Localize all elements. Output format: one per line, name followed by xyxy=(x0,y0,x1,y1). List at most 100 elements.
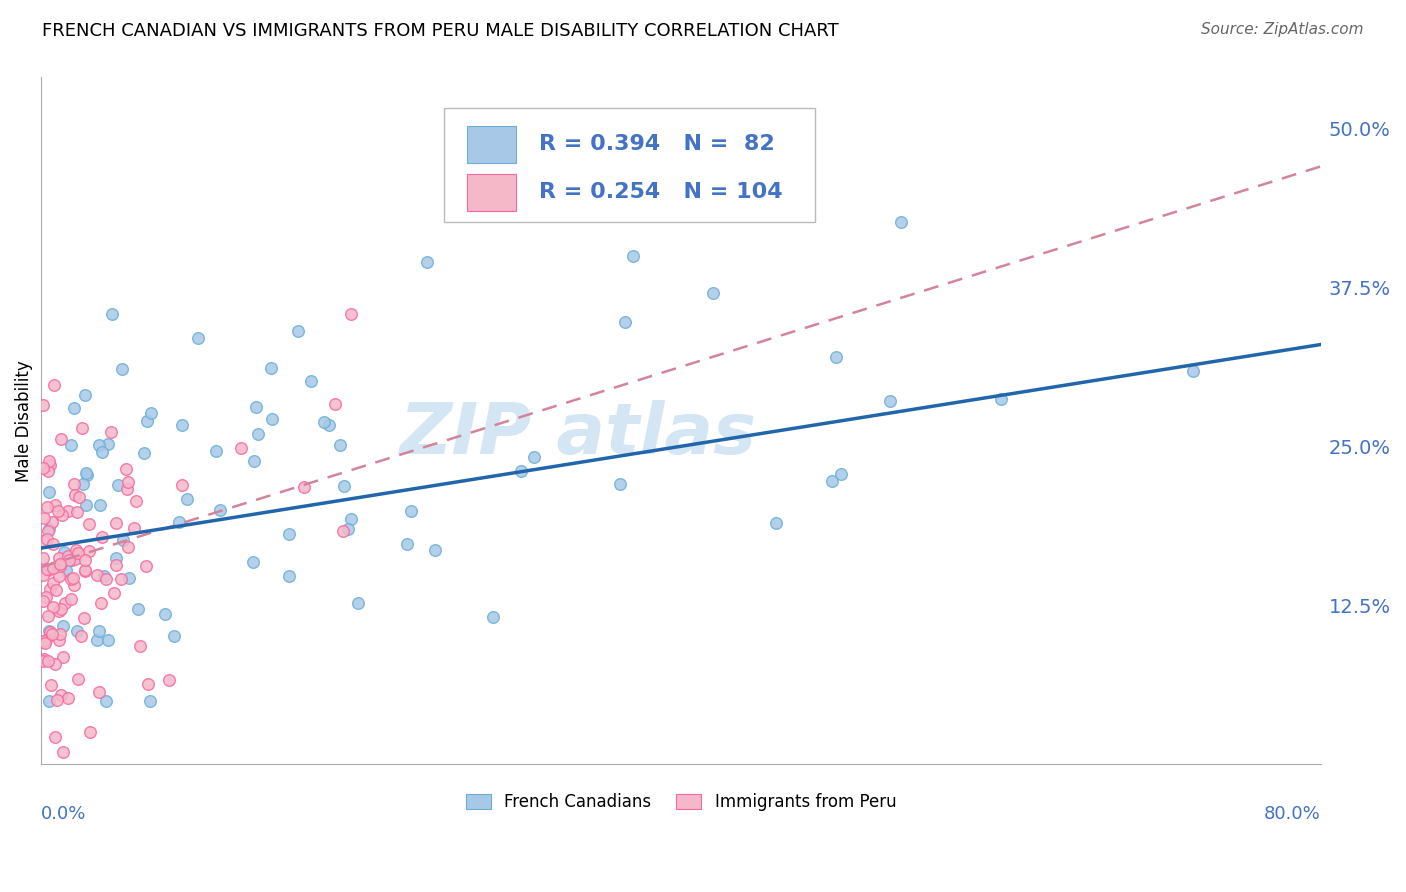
Point xyxy=(49,602,72,616)
Point xyxy=(127,602,149,616)
Point xyxy=(39,678,62,692)
Text: ZIP atlas: ZIP atlas xyxy=(401,401,758,469)
Point xyxy=(39,582,62,596)
Point xyxy=(49,626,72,640)
Point xyxy=(325,397,347,411)
Point xyxy=(765,516,787,530)
Point xyxy=(481,610,503,624)
Text: R = 0.394   N =  82: R = 0.394 N = 82 xyxy=(538,135,775,154)
Point xyxy=(56,504,79,518)
Point xyxy=(117,475,139,489)
Point xyxy=(79,517,101,532)
Point xyxy=(70,421,93,435)
Point xyxy=(75,466,97,480)
Point xyxy=(621,249,644,263)
Point xyxy=(609,477,631,491)
Point xyxy=(46,504,69,518)
Point xyxy=(94,572,117,586)
Point xyxy=(246,427,269,442)
Point xyxy=(510,464,533,478)
Point xyxy=(118,571,141,585)
Text: Source: ZipAtlas.com: Source: ZipAtlas.com xyxy=(1201,22,1364,37)
Point xyxy=(34,636,56,650)
Point xyxy=(243,454,266,468)
Point xyxy=(35,562,58,576)
Point xyxy=(48,551,70,566)
Point xyxy=(39,624,62,639)
Point xyxy=(70,630,93,644)
Bar xyxy=(467,174,516,211)
Point xyxy=(53,596,76,610)
Point xyxy=(73,610,96,624)
Point xyxy=(51,432,73,446)
Point xyxy=(79,544,101,558)
Point xyxy=(73,565,96,579)
Point xyxy=(35,632,58,647)
Text: FRENCH CANADIAN VS IMMIGRANTS FROM PERU MALE DISABILITY CORRELATION CHART: FRENCH CANADIAN VS IMMIGRANTS FROM PERU … xyxy=(42,22,839,40)
Point xyxy=(277,569,299,583)
Point xyxy=(32,398,55,412)
Point xyxy=(67,546,90,560)
Point xyxy=(38,694,60,708)
Point xyxy=(340,307,363,321)
Point xyxy=(73,388,96,402)
Point xyxy=(170,478,193,492)
Point xyxy=(42,561,65,575)
Point xyxy=(890,214,912,228)
Point xyxy=(52,619,75,633)
Point xyxy=(115,462,138,476)
Point xyxy=(63,488,86,502)
Point xyxy=(48,633,70,648)
Point xyxy=(32,633,55,648)
Point xyxy=(37,464,59,478)
Point xyxy=(278,527,301,541)
Point xyxy=(53,545,76,559)
Point xyxy=(73,563,96,577)
Point xyxy=(110,573,132,587)
Point xyxy=(32,533,55,548)
Point xyxy=(37,608,59,623)
Point xyxy=(51,688,73,702)
Point xyxy=(46,693,69,707)
Point xyxy=(32,551,55,566)
Point xyxy=(821,475,844,489)
Point xyxy=(63,551,86,566)
Point xyxy=(44,657,66,671)
Point xyxy=(124,521,146,535)
Point xyxy=(41,515,63,529)
Point xyxy=(63,477,86,491)
Point xyxy=(332,524,354,538)
Point xyxy=(32,568,55,582)
Text: 0.0%: 0.0% xyxy=(41,805,87,823)
Text: R = 0.254   N = 104: R = 0.254 N = 104 xyxy=(538,183,783,202)
Point xyxy=(287,324,309,338)
Point xyxy=(89,624,111,639)
Point xyxy=(314,416,336,430)
Point xyxy=(63,578,86,592)
Point xyxy=(60,553,83,567)
Point xyxy=(117,540,139,554)
Point xyxy=(825,350,848,364)
Point xyxy=(245,400,267,414)
Point xyxy=(523,450,546,464)
Point xyxy=(38,484,60,499)
Point xyxy=(65,542,87,557)
Point xyxy=(44,498,66,512)
Point xyxy=(58,553,80,567)
Point xyxy=(242,555,264,569)
Point xyxy=(37,654,59,668)
Point xyxy=(205,444,228,458)
Point xyxy=(44,560,66,574)
Point xyxy=(91,530,114,544)
Point xyxy=(52,745,75,759)
Point xyxy=(115,483,138,497)
Point xyxy=(337,522,360,536)
Point xyxy=(187,331,209,345)
Point xyxy=(67,672,90,686)
Point xyxy=(32,594,55,608)
Point xyxy=(396,537,419,551)
Point xyxy=(32,654,55,668)
Point xyxy=(48,569,70,583)
Point xyxy=(79,724,101,739)
Point xyxy=(209,503,232,517)
